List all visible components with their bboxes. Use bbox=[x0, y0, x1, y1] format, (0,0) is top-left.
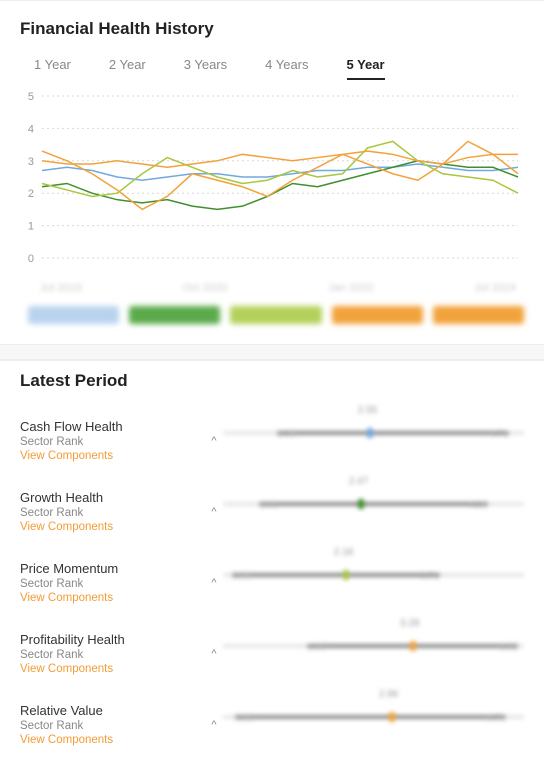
legend-pill[interactable] bbox=[332, 306, 423, 324]
history-section: Financial Health History 1 Year 2 Year 3 Y… bbox=[0, 0, 544, 344]
metric-name: Relative Value bbox=[20, 703, 205, 718]
metric-name: Cash Flow Health bbox=[20, 419, 205, 434]
svg-text:3: 3 bbox=[28, 156, 34, 168]
view-components-link[interactable]: View Components bbox=[20, 592, 205, 604]
tab-2-year[interactable]: 2 Year bbox=[109, 57, 146, 80]
metric-sub: Sector Rank bbox=[20, 436, 205, 448]
chevron-up-icon[interactable]: ^ bbox=[205, 703, 223, 731]
section-gap bbox=[0, 344, 544, 360]
metric-range: 2.960.804.79 bbox=[223, 703, 524, 719]
metric-name: Growth Health bbox=[20, 490, 205, 505]
tab-1-year[interactable]: 1 Year bbox=[34, 57, 71, 80]
tab-4-years[interactable]: 4 Years bbox=[265, 57, 308, 80]
svg-text:0: 0 bbox=[28, 253, 34, 265]
svg-text:2: 2 bbox=[28, 188, 34, 200]
metric-row: Growth Health Sector Rank View Components^… bbox=[20, 480, 524, 551]
latest-section: Latest Period Cash Flow Health Sector Ran… bbox=[0, 360, 544, 776]
legend-pill[interactable] bbox=[28, 306, 119, 324]
metric-range: 2.471.014.26 bbox=[223, 490, 524, 506]
tab-3-years[interactable]: 3 Years bbox=[184, 57, 227, 80]
history-tabs: 1 Year 2 Year 3 Years 4 Years 5 Year bbox=[20, 57, 524, 80]
metric-range: 3.281.804.92 bbox=[223, 632, 524, 648]
view-components-link[interactable]: View Components bbox=[20, 734, 205, 746]
chevron-up-icon[interactable]: ^ bbox=[205, 490, 223, 518]
metric-range: 2.551.384.71 bbox=[223, 419, 524, 435]
metric-row: Relative Value Sector Rank View Components… bbox=[20, 693, 524, 764]
metric-name: Profitability Health bbox=[20, 632, 205, 647]
x-label: Jan 2022 bbox=[328, 282, 373, 294]
x-label: Oct 2020 bbox=[183, 282, 228, 294]
metric-row: Price Momentum Sector Rank View Components… bbox=[20, 551, 524, 622]
metric-range: 2.180.993.71 bbox=[223, 561, 524, 577]
metric-sub: Sector Rank bbox=[20, 649, 205, 661]
view-components-link[interactable]: View Components bbox=[20, 450, 205, 462]
chart-x-labels: Jul 2019 Oct 2020 Jan 2022 Jul 2024 bbox=[20, 282, 524, 304]
history-title: Financial Health History bbox=[20, 19, 524, 39]
metric-name: Price Momentum bbox=[20, 561, 205, 576]
svg-text:5: 5 bbox=[28, 92, 34, 103]
chevron-up-icon[interactable]: ^ bbox=[205, 561, 223, 589]
legend-pill[interactable] bbox=[129, 306, 220, 324]
x-label: Jul 2019 bbox=[40, 282, 82, 294]
legend-pill[interactable] bbox=[230, 306, 321, 324]
metric-row: Cash Flow Health Sector Rank View Componen… bbox=[20, 409, 524, 480]
tab-5-year[interactable]: 5 Year bbox=[347, 57, 385, 80]
metric-sub: Sector Rank bbox=[20, 720, 205, 732]
metric-sub: Sector Rank bbox=[20, 578, 205, 590]
svg-text:4: 4 bbox=[28, 123, 34, 135]
metric-sub: Sector Rank bbox=[20, 507, 205, 519]
chart-legend bbox=[20, 304, 524, 332]
x-label: Jul 2024 bbox=[474, 282, 516, 294]
view-components-link[interactable]: View Components bbox=[20, 663, 205, 675]
legend-pill[interactable] bbox=[433, 306, 524, 324]
view-components-link[interactable]: View Components bbox=[20, 521, 205, 533]
chevron-up-icon[interactable]: ^ bbox=[205, 632, 223, 660]
latest-title: Latest Period bbox=[20, 371, 524, 391]
history-chart: 0 1 2 3 4 5 bbox=[20, 92, 524, 272]
svg-text:1: 1 bbox=[28, 221, 34, 233]
chevron-up-icon[interactable]: ^ bbox=[205, 419, 223, 447]
metric-row: Profitability Health Sector Rank View Comp… bbox=[20, 622, 524, 693]
